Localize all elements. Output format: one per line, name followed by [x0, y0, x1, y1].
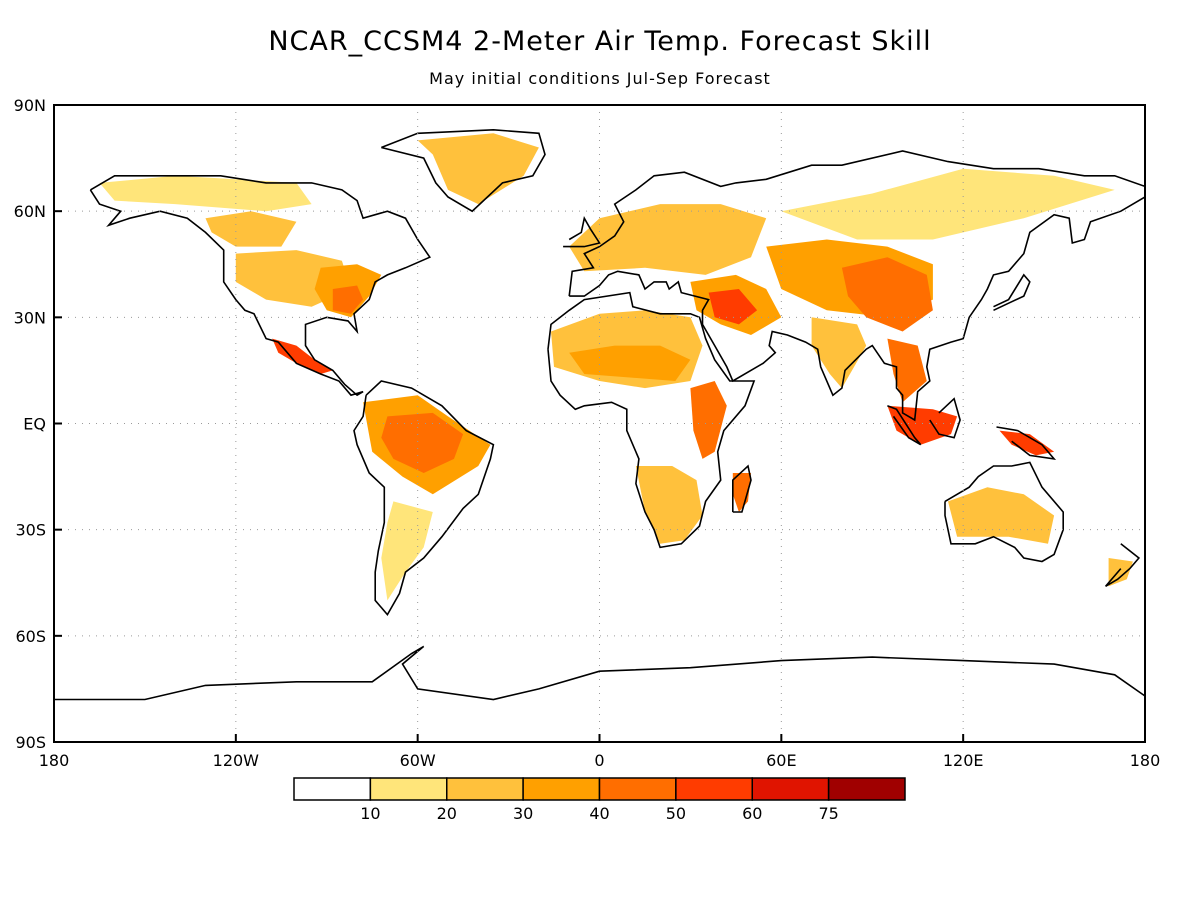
- colorbar-swatch: [522, 777, 601, 801]
- skill-region: [841, 257, 933, 332]
- skill-region: [205, 211, 297, 247]
- coastline: [547, 291, 756, 549]
- colorbar-swatch: [446, 777, 524, 801]
- coastline: [381, 128, 546, 213]
- longitude-label: 60E: [766, 751, 796, 770]
- latitude-label: 90N: [14, 96, 46, 115]
- skill-region: [332, 285, 364, 314]
- colorbar-label: 30: [513, 804, 533, 823]
- longitude-label: 180: [39, 751, 70, 770]
- skill-region: [887, 338, 927, 403]
- map-title: NCAR_CCSM4 2-Meter Air Temp. Forecast Sk…: [268, 26, 932, 57]
- latitude-label: 30S: [15, 521, 46, 540]
- coastline: [353, 380, 495, 616]
- skill-region: [999, 430, 1055, 456]
- coastline: [993, 273, 1031, 312]
- longitude-label: 120E: [943, 751, 984, 770]
- colorbar-swatch: [675, 777, 753, 801]
- skill-region: [272, 338, 333, 374]
- coastline: [1104, 543, 1141, 587]
- colorbar-swatch: [598, 777, 677, 801]
- latitude-label: 30N: [14, 308, 46, 327]
- coastline: [89, 175, 432, 397]
- latitude-labels: 90N 60N 30N EQ 30S 60S 90S: [14, 96, 62, 752]
- colorbar-swatch: [751, 777, 830, 801]
- latitude-label: 60N: [14, 202, 46, 221]
- skill-region: [99, 175, 312, 212]
- colorbar-swatch: [369, 777, 448, 801]
- colorbar-label: 10: [360, 804, 380, 823]
- coastline: [929, 397, 961, 439]
- skill-region: [708, 289, 758, 325]
- skill-region: [781, 168, 1115, 240]
- skill-region: [732, 473, 751, 512]
- coastline: [731, 464, 752, 513]
- colorbar-label: 50: [666, 804, 686, 823]
- coastline: [996, 426, 1057, 460]
- longitude-label: 120W: [213, 751, 260, 770]
- skill-region: [1108, 558, 1133, 587]
- coastline: [568, 150, 1145, 422]
- colorbar-label: 60: [742, 804, 762, 823]
- coastline: [944, 461, 1064, 563]
- skill-region: [690, 381, 727, 459]
- skill-region: [381, 501, 433, 601]
- longitude-label: 60W: [400, 751, 436, 770]
- coastline: [887, 405, 922, 446]
- latitude-label: 60S: [15, 627, 46, 646]
- skill-region: [948, 487, 1055, 544]
- colorbar-swatch: [293, 777, 372, 801]
- colorbar-swatch: [827, 777, 906, 801]
- skill-region: [417, 133, 539, 205]
- colorbar-label: 20: [437, 804, 457, 823]
- longitude-label: 0: [594, 751, 604, 770]
- skill-region: [811, 317, 867, 389]
- latitude-label: EQ: [23, 415, 46, 434]
- longitude-labels: 180 120W 60W 0 60E 120E 180: [39, 734, 1161, 770]
- coastline: [563, 215, 601, 248]
- skill-region: [635, 466, 703, 544]
- skill-region: [381, 412, 464, 473]
- latitude-label: 90S: [15, 733, 46, 752]
- map-subtitle: May initial conditions Jul-Sep Forecast: [429, 69, 771, 88]
- skill-region: [569, 345, 691, 381]
- coastline: [54, 645, 1145, 701]
- colorbar-label: 75: [818, 804, 838, 823]
- longitude-label: 180: [1130, 751, 1161, 770]
- colorbar: 10 20 30 40 50 60 75: [293, 777, 906, 823]
- skill-region: [569, 204, 767, 275]
- coastlines: [54, 128, 1145, 701]
- skill-field: [99, 133, 1133, 601]
- colorbar-label: 40: [589, 804, 609, 823]
